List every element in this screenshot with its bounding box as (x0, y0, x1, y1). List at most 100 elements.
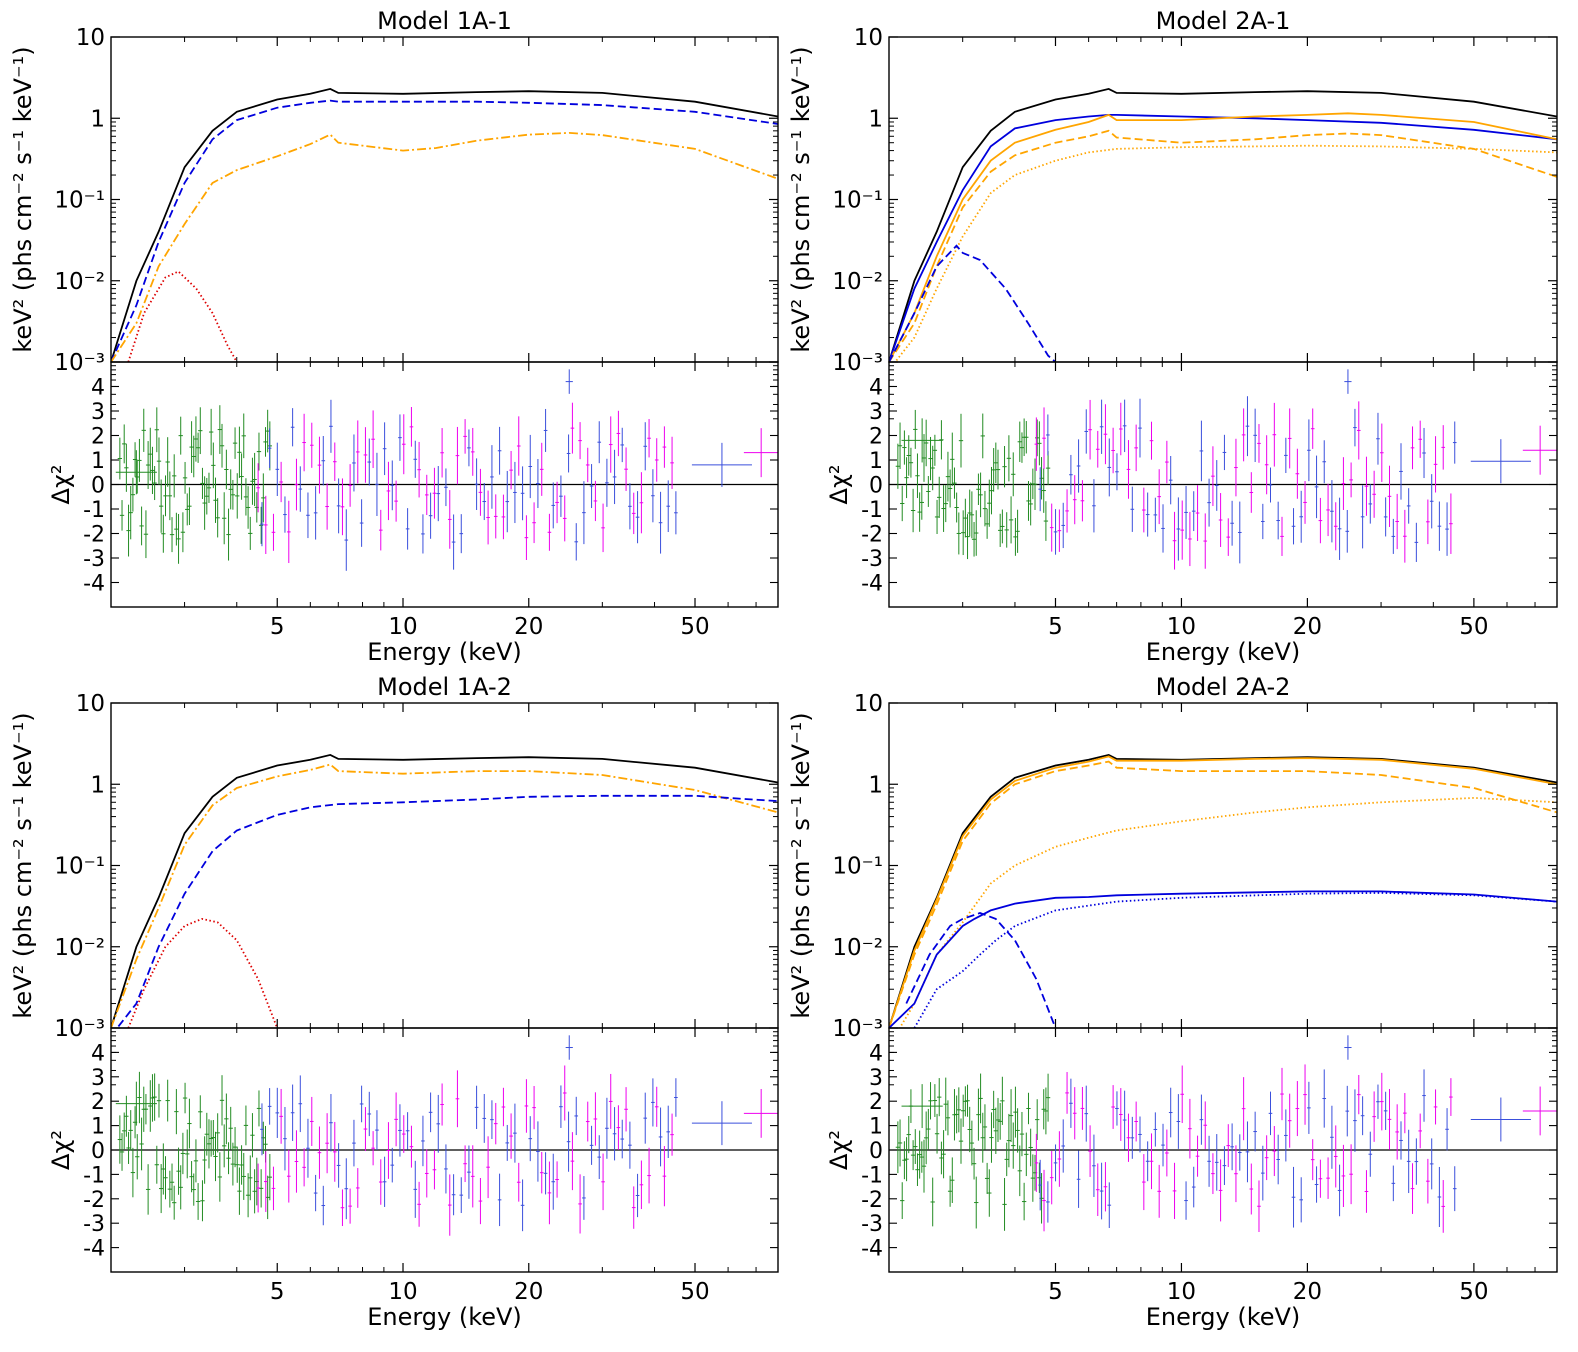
model-curves (889, 87, 1557, 362)
y-axis-label: keV² (phs cm⁻² s⁻¹ keV⁻¹) (9, 712, 37, 1018)
x-axis-label: Energy (keV) (1146, 1303, 1301, 1331)
model-curve-soft-comptonization (889, 890, 1557, 1028)
y-tick-label: 10 (76, 691, 105, 717)
panel-title: Model 2A-2 (1156, 673, 1291, 701)
model-curve-hard-component-dotted- (894, 144, 1557, 362)
y-tick-label: 10⁻² (832, 269, 883, 295)
residual-y-tick-label: -2 (83, 523, 105, 548)
residual-y-tick-label: 2 (869, 425, 883, 450)
residual-y-tick-label: 4 (91, 1041, 105, 1066)
spectrum-axes-frame (888, 36, 1558, 363)
model-curve-gaussian (127, 270, 238, 362)
residual-y-tick-label: 2 (91, 425, 105, 450)
residual-y-tick-label: -3 (861, 547, 883, 572)
model-curve-hard-component-dotted- (898, 796, 1557, 1028)
y-tick-label: 10⁻¹ (832, 188, 883, 214)
residual-y-tick-label: 3 (91, 400, 105, 425)
residual-axis-label: Δχ² (47, 1130, 75, 1170)
residual-axis-label: Δχ² (47, 465, 75, 505)
residual-y-tick-label: -4 (83, 572, 105, 597)
model-curve-gaussian (127, 917, 279, 1028)
model-curves (111, 87, 778, 362)
residual-y-tick-label: -2 (861, 523, 883, 548)
y-tick-label: 10⁻² (54, 269, 105, 295)
residual-y-tick-label: 0 (869, 1139, 883, 1164)
model-curve-hard-component-dashed- (889, 760, 1557, 1028)
x-axis-label: Energy (keV) (1146, 638, 1301, 666)
model-curve-hard-comptonization (889, 755, 1557, 1028)
x-tick-label: 50 (680, 614, 709, 640)
x-tick-label: 50 (1459, 614, 1488, 640)
residual-points (115, 1035, 778, 1236)
residual-y-tick-label: 2 (91, 1090, 105, 1115)
x-tick-label: 10 (1167, 614, 1196, 640)
x-tick-label: 5 (1048, 1279, 1063, 1305)
panel-title: Model 2A-1 (1156, 7, 1291, 35)
residual-y-tick-label: -1 (861, 1163, 883, 1188)
model-curve-soft-comptonization (116, 794, 778, 1028)
residual-y-tick-label: 3 (869, 400, 883, 425)
residual-y-tick-label: 4 (869, 376, 883, 401)
spectrum-axes-frame (110, 36, 779, 363)
model-curve-soft-comptonization (889, 114, 1557, 362)
y-tick-label: 10⁻¹ (832, 854, 883, 880)
y-tick-label: 10⁻³ (832, 350, 883, 376)
residual-y-tick-label: -4 (83, 1237, 105, 1262)
x-tick-label: 50 (1459, 1279, 1488, 1305)
x-tick-label: 20 (514, 1279, 543, 1305)
residual-y-tick-label: -3 (83, 547, 105, 572)
model-curve-soft-gaussian (905, 912, 1057, 1028)
residual-y-tick-label: 0 (869, 474, 883, 499)
model-curve-soft-component-dotted- (913, 891, 1557, 1028)
x-tick-label: 20 (514, 614, 543, 640)
residual-y-tick-label: 0 (91, 474, 105, 499)
x-tick-label: 10 (388, 1279, 417, 1305)
model-curve-hard-component-dashed- (889, 129, 1557, 362)
model-curves (889, 753, 1557, 1028)
residual-y-tick-label: 3 (91, 1066, 105, 1091)
model-curve-hard-comptonization (889, 112, 1557, 362)
x-tick-label: 5 (270, 1279, 285, 1305)
y-tick-label: 10⁻² (832, 935, 883, 961)
residual-axis-label: Δχ² (825, 465, 853, 505)
y-tick-label: 10⁻² (54, 935, 105, 961)
x-tick-label: 5 (1048, 614, 1063, 640)
y-axis-label: keV² (phs cm⁻² s⁻¹ keV⁻¹) (9, 46, 37, 352)
y-tick-label: 10 (854, 691, 883, 717)
y-tick-label: 1 (90, 106, 105, 132)
x-tick-label: 10 (1167, 1279, 1196, 1305)
panel-title: Model 1A-1 (377, 7, 512, 35)
x-tick-label: 50 (680, 1279, 709, 1305)
residual-y-tick-label: -1 (83, 498, 105, 523)
residual-y-tick-label: -2 (861, 1188, 883, 1213)
residual-y-tick-label: 1 (91, 1115, 105, 1140)
spectrum-axes-frame (110, 702, 779, 1029)
residual-y-tick-label: 1 (869, 1115, 883, 1140)
panel-title: Model 1A-2 (377, 673, 512, 701)
model-curves (111, 753, 778, 1028)
residual-y-tick-label: 3 (869, 1066, 883, 1091)
residual-y-tick-label: 4 (91, 376, 105, 401)
residual-y-tick-label: -4 (861, 572, 883, 597)
y-tick-label: 10⁻³ (54, 350, 105, 376)
x-tick-label: 5 (270, 614, 285, 640)
spectrum-axes-frame (888, 702, 1558, 1029)
residual-y-tick-label: 1 (869, 449, 883, 474)
model-curve-hard-comptonization (111, 763, 778, 1028)
residual-y-tick-label: 2 (869, 1090, 883, 1115)
y-tick-label: 10⁻³ (832, 1016, 883, 1042)
residual-points (115, 369, 778, 571)
residual-y-tick-label: -3 (83, 1212, 105, 1237)
residual-y-tick-label: 1 (91, 449, 105, 474)
x-axis-label: Energy (keV) (367, 638, 522, 666)
model-curve-total (111, 753, 778, 1028)
model-curve-hard-comptonization (111, 131, 778, 362)
residual-y-tick-label: -4 (861, 1237, 883, 1262)
residual-axis-label: Δχ² (825, 1130, 853, 1170)
residual-y-tick-label: 0 (91, 1139, 105, 1164)
model-curve-total (111, 87, 778, 362)
